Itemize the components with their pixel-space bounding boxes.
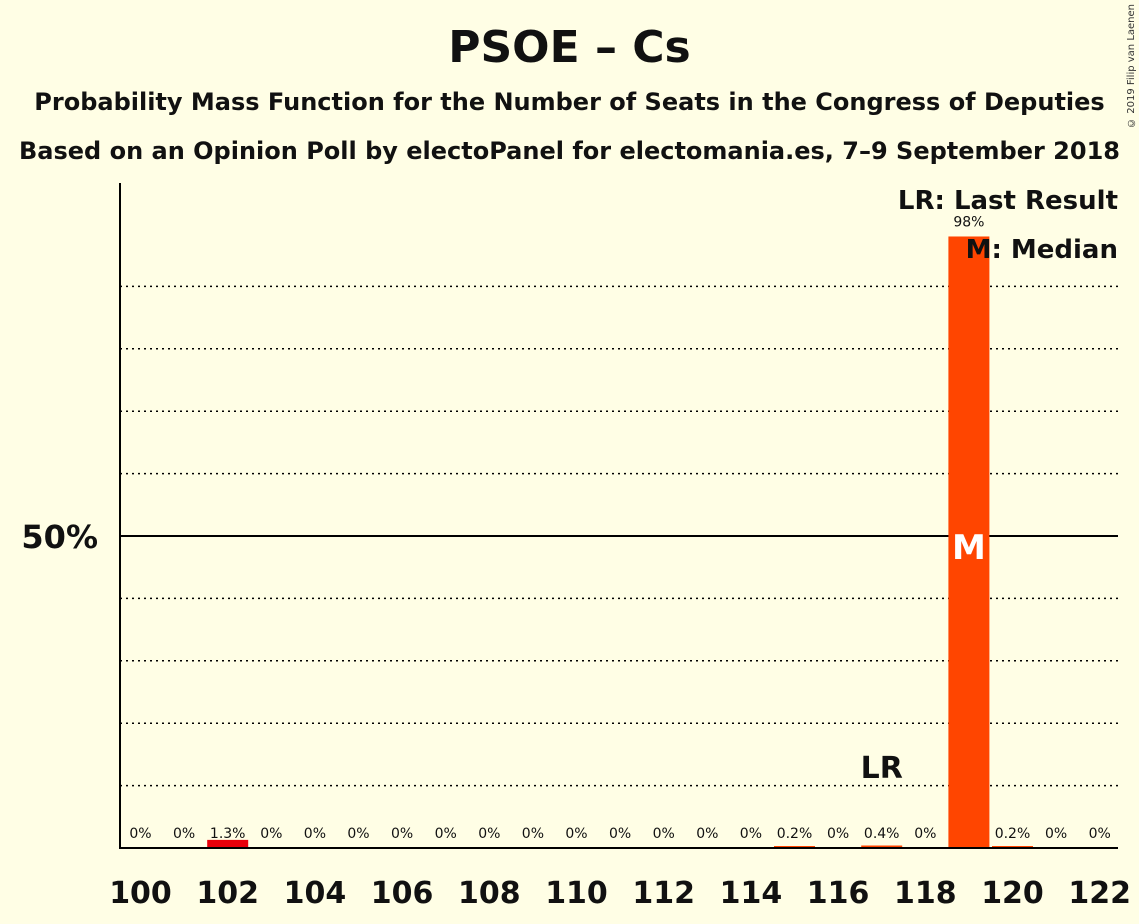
- value-label-114: 0%: [740, 826, 762, 842]
- value-label-120: 0.2%: [995, 826, 1031, 842]
- value-label-116: 0%: [827, 826, 849, 842]
- x-tick-label-102: 102: [196, 876, 259, 911]
- value-label-101: 0%: [173, 826, 195, 842]
- chart-title: PSOE – Cs: [448, 22, 691, 73]
- bar-119: [948, 236, 990, 849]
- value-label-115: 0.2%: [777, 826, 813, 842]
- value-label-106: 0%: [391, 826, 413, 842]
- value-label-117: 0.4%: [864, 826, 900, 842]
- labels: 0% 0% 1.3% 0% 0% 0% 0% 0% 0% 0% 0% 0% 0% 0% 0% 0.2% 0% 0.…: [21, 214, 1131, 911]
- value-label-105: 0%: [347, 826, 369, 842]
- bars: [207, 236, 1033, 849]
- legend-last-result: LR: Last Result: [898, 186, 1118, 216]
- value-label-113: 0%: [696, 826, 718, 842]
- value-label-109: 0%: [522, 826, 544, 842]
- y-tick-label: 50%: [21, 518, 98, 556]
- chart-source: Based on an Opinion Poll by electoPanel …: [19, 137, 1120, 165]
- value-label-121: 0%: [1045, 826, 1067, 842]
- chart-subtitle: Probability Mass Function for the Number…: [34, 88, 1105, 116]
- value-label-112: 0%: [653, 826, 675, 842]
- value-label-111: 0%: [609, 826, 631, 842]
- x-tick-label-118: 118: [894, 876, 957, 911]
- x-tick-label-100: 100: [109, 876, 172, 911]
- value-label-108: 0%: [478, 826, 500, 842]
- value-label-100: 0%: [129, 826, 151, 842]
- x-tick-label-112: 112: [632, 876, 695, 911]
- value-label-102: 1.3%: [210, 826, 246, 842]
- median-marker: M: [952, 528, 986, 568]
- value-label-107: 0%: [435, 826, 457, 842]
- bar-102: [207, 839, 249, 848]
- x-tick-label-106: 106: [371, 876, 434, 911]
- x-tick-label-120: 120: [981, 876, 1044, 911]
- x-tick-label-122: 122: [1068, 876, 1131, 911]
- value-label-122: 0%: [1089, 826, 1111, 842]
- x-tick-label-104: 104: [284, 876, 347, 911]
- x-tick-label-114: 114: [720, 876, 783, 911]
- axes: [119, 183, 1118, 849]
- x-tick-label-110: 110: [545, 876, 608, 911]
- bar-117: [861, 845, 903, 848]
- value-label-104: 0%: [304, 826, 326, 842]
- legend-median: M: Median: [966, 235, 1118, 265]
- value-label-110: 0%: [565, 826, 587, 842]
- value-label-103: 0%: [260, 826, 282, 842]
- value-label-119: 98%: [953, 214, 984, 230]
- last-result-marker: LR: [861, 751, 903, 786]
- x-tick-label-116: 116: [807, 876, 870, 911]
- value-label-118: 0%: [914, 826, 936, 842]
- x-tick-label-108: 108: [458, 876, 521, 911]
